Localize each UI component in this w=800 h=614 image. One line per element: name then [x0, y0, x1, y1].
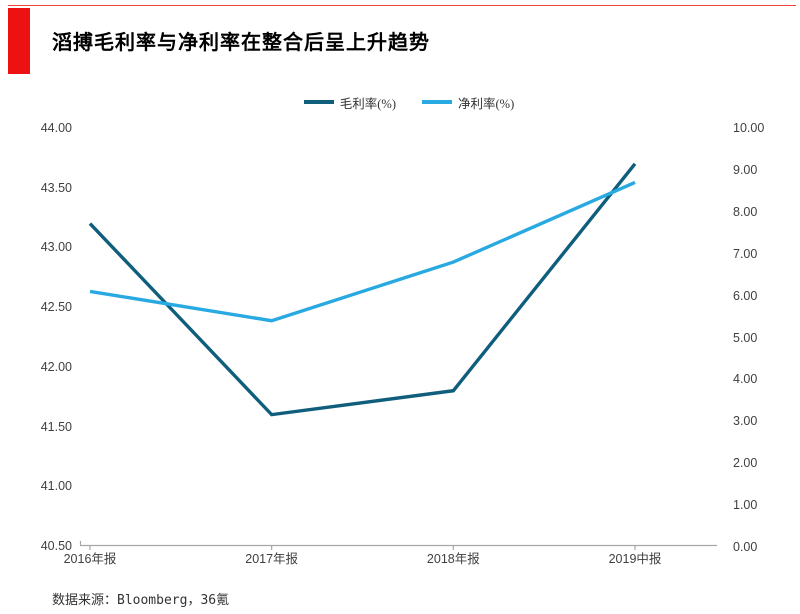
y-axis-left-tick-label: 42.50 — [40, 300, 72, 315]
y-axis-right-tick-label: 2.00 — [733, 456, 758, 471]
series-line-gross-margin — [88, 162, 637, 417]
top-border-rule — [8, 5, 796, 6]
x-axis-category-label: 2016年报 — [63, 552, 117, 566]
y-axis-right-tick-label: 4.00 — [733, 372, 758, 387]
y-axis-right-tick-label: 9.00 — [733, 162, 758, 177]
y-axis-left-tick-label: 40.50 — [40, 539, 72, 553]
legend-label: 毛利率(%) — [339, 96, 396, 111]
y-axis-left-tick-label: 41.50 — [40, 419, 72, 434]
y-axis-right-tick-label: 10.00 — [733, 121, 765, 135]
legend-label: 净利率(%) — [458, 96, 515, 111]
y-axis-right-tick-label: 1.00 — [733, 498, 758, 513]
legend-line-swatch — [422, 100, 452, 104]
y-axis-right-tick-label: 5.00 — [733, 330, 758, 345]
x-axis-category-label: 2019中报 — [608, 552, 662, 566]
x-axis-category-label: 2018年报 — [426, 552, 480, 566]
legend-item-gross-margin: 毛利率(%) — [303, 93, 396, 112]
y-axis-left-tick-label: 42.00 — [40, 359, 72, 374]
y-axis-right-tick-label: 7.00 — [733, 246, 758, 261]
y-axis-left-tick-label: 44.00 — [40, 121, 72, 135]
series-line-net-margin — [89, 180, 636, 323]
y-axis-left-tick-label: 41.00 — [40, 479, 72, 494]
y-axis-right-tick-label: 6.00 — [733, 288, 758, 303]
chart-title: 滔搏毛利率与净利率在整合后呈上升趋势 — [52, 32, 430, 54]
legend-line-swatch — [303, 100, 334, 104]
y-axis-right-tick-label: 0.00 — [733, 540, 758, 554]
legend-item-net-margin: 净利率(%) — [422, 93, 514, 112]
y-axis-left-tick-label: 43.00 — [40, 240, 72, 255]
source-note: 数据来源：Bloomberg，36氪 — [52, 593, 230, 608]
x-axis-category-label: 2017年报 — [245, 552, 299, 566]
y-axis-right-tick-label: 3.00 — [733, 414, 758, 429]
y-axis-left-tick-label: 43.50 — [40, 180, 72, 195]
title-accent-block — [8, 8, 30, 74]
y-axis-right-tick-label: 8.00 — [733, 204, 758, 219]
chart-legend: 毛利率(%) 净利率(%) — [0, 93, 800, 111]
